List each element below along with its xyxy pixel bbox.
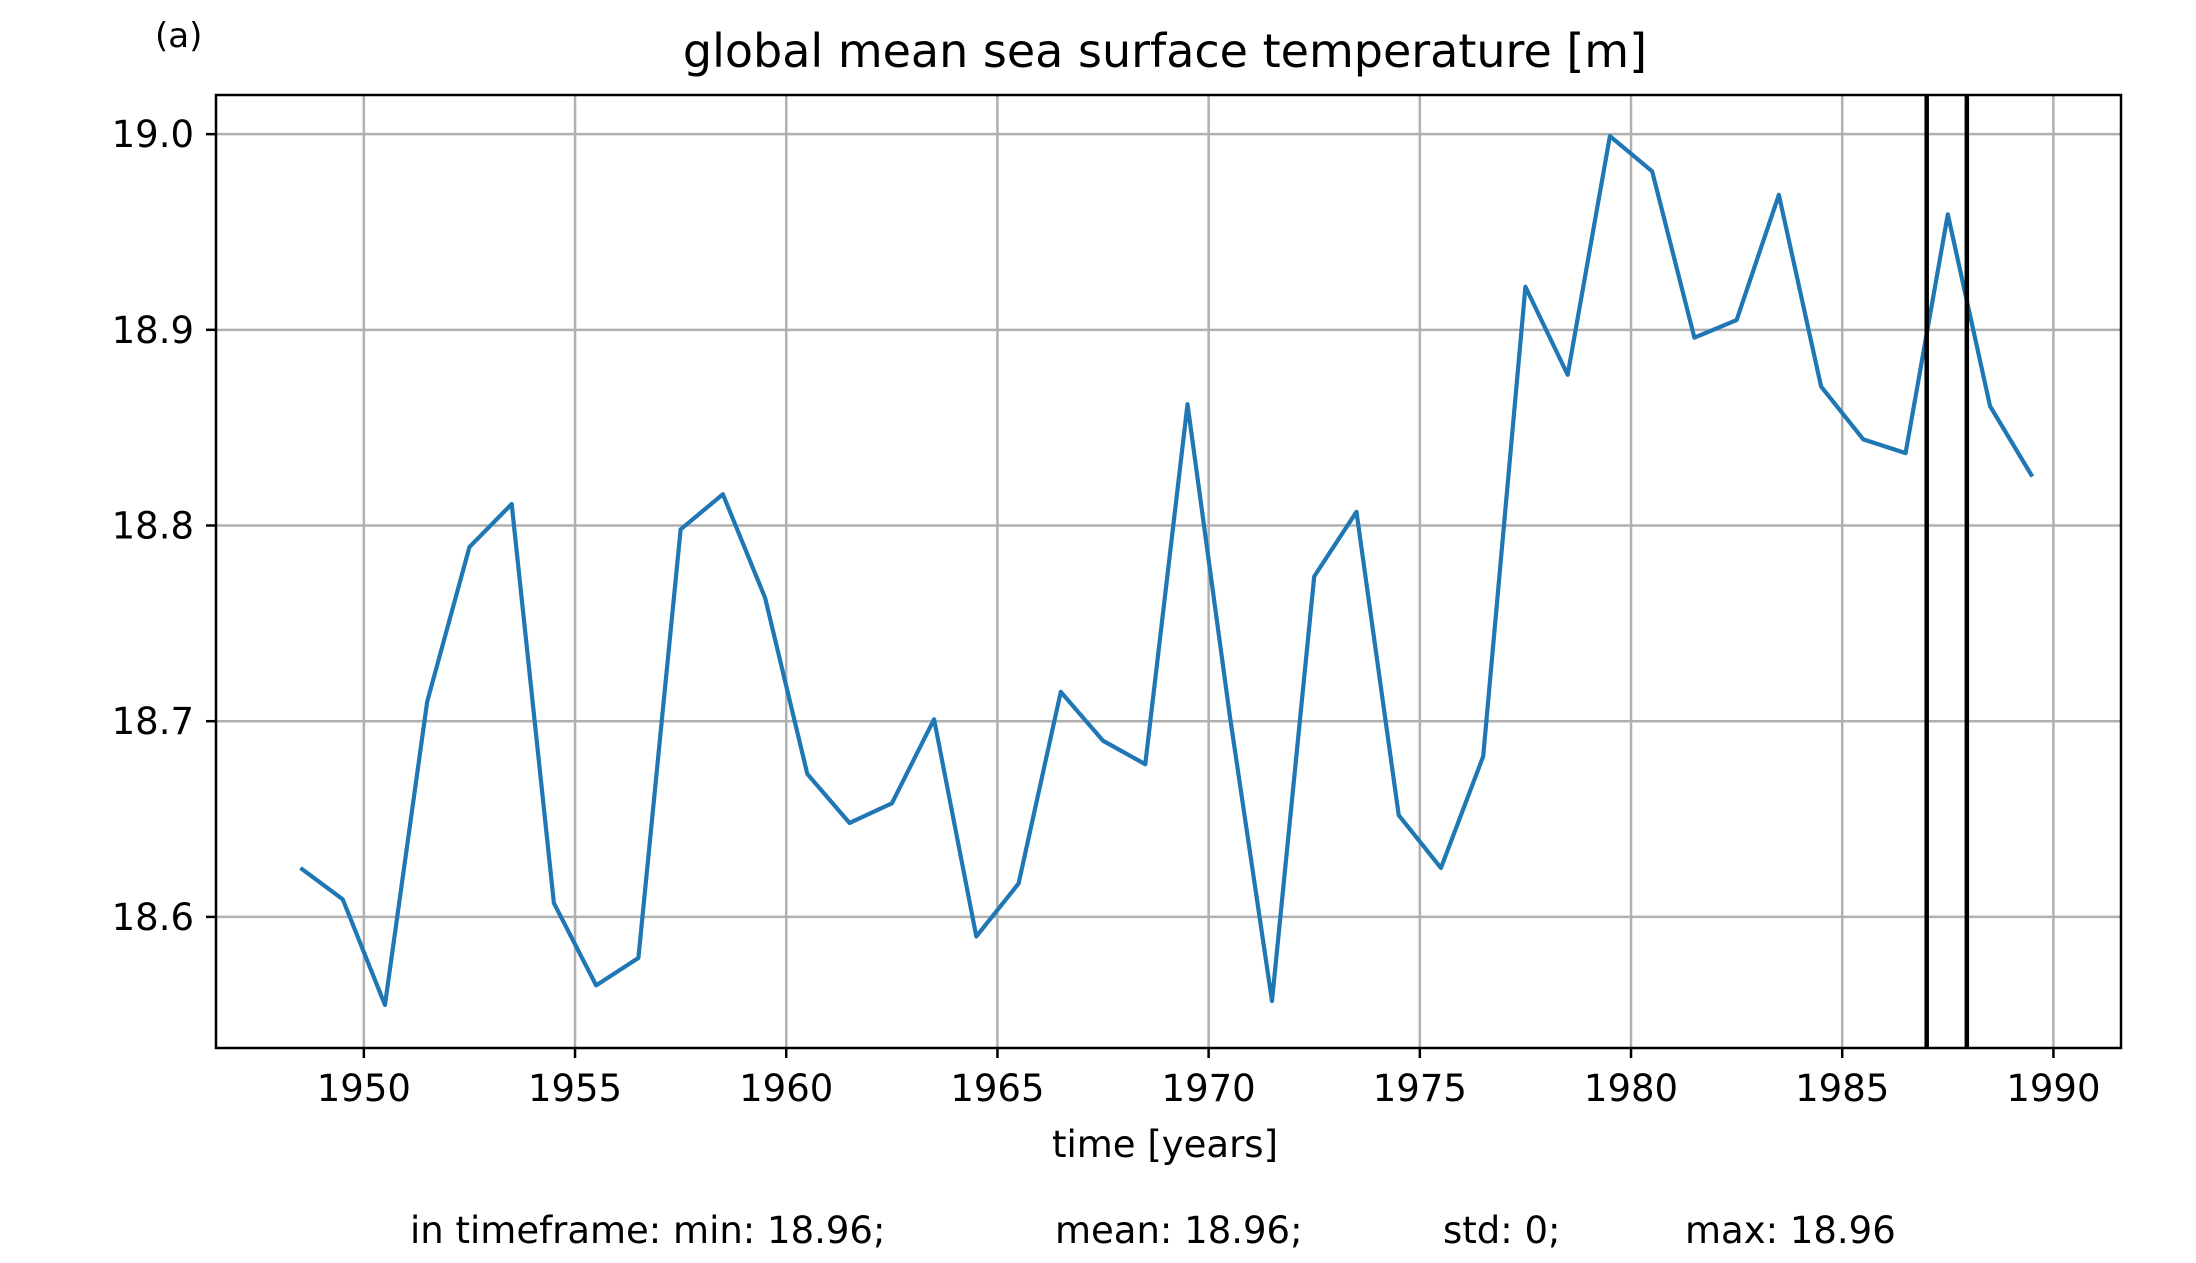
chart-title: global mean sea surface temperature [m] [683,24,1647,78]
y-tick-label: 18.9 [112,309,194,352]
marker-layer [1924,95,1970,1048]
grid [216,95,2121,1048]
y-tick-label: 18.8 [112,505,194,548]
x-tick-label: 1975 [1373,1067,1467,1110]
x-tick-label: 1980 [1584,1067,1678,1110]
x-tick-label: 1950 [317,1067,411,1110]
y-tick-label: 18.7 [112,700,194,743]
x-tick-label: 1960 [739,1067,833,1110]
stats-min: in timeframe: min: 18.96; [410,1209,885,1252]
ticks: 1950 1955 1960 1965 1970 1975 1980 1985 1990 18.6… [112,113,2101,1110]
series-layer [299,133,2035,1008]
x-tick-label: 1955 [528,1067,622,1110]
series-line [299,133,2035,1008]
x-tick-label: 1970 [1162,1067,1256,1110]
x-tick-label: 1990 [2006,1067,2100,1110]
y-tick-label: 19.0 [112,113,194,156]
stats-max: max: 18.96 [1685,1209,1896,1252]
x-tick-label: 1985 [1795,1067,1889,1110]
y-tick-label: 18.6 [112,896,194,939]
panel-label: (a) [155,16,202,56]
stats-std: std: 0; [1443,1209,1561,1252]
x-axis-label: time [years] [1052,1123,1278,1166]
stats-mean: mean: 18.96; [1055,1209,1303,1252]
plot-frame [214,93,2123,1050]
stats-line: in timeframe: min: 18.96; mean: 18.96; s… [410,1209,1896,1252]
x-tick-label: 1965 [950,1067,1044,1110]
